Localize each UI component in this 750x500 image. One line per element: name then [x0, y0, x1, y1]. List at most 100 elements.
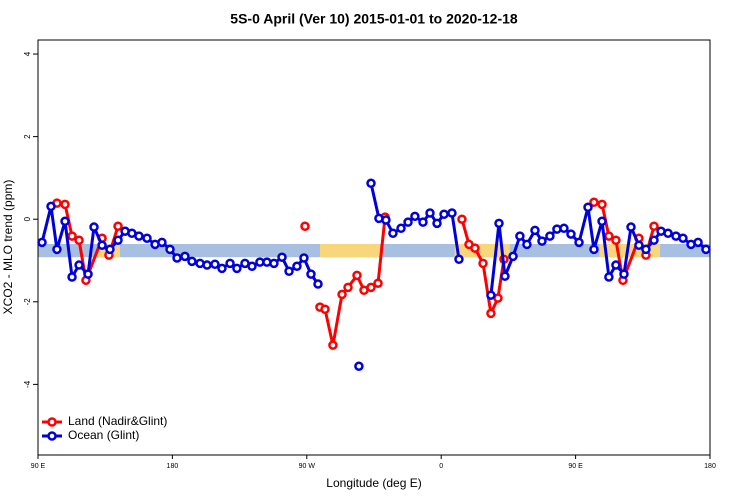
- point: [83, 269, 93, 279]
- point: [202, 260, 212, 270]
- point: [366, 282, 376, 293]
- point: [313, 279, 323, 289]
- point: [187, 256, 197, 267]
- point: [604, 231, 614, 241]
- point: [157, 237, 167, 248]
- point: [366, 178, 376, 189]
- point: [508, 251, 518, 262]
- point: [597, 199, 607, 210]
- point: [60, 199, 70, 210]
- point: [225, 258, 235, 269]
- point: [388, 228, 398, 239]
- legend-label: Ocean (Glint): [68, 428, 139, 442]
- point: [165, 244, 175, 255]
- chart-title: 5S-0 April (Ver 10) 2015-01-01 to 2020-1…: [230, 11, 518, 27]
- point: [494, 218, 504, 229]
- point: [574, 237, 584, 248]
- point: [60, 216, 70, 227]
- point: [418, 217, 428, 227]
- x-tick-label: 0: [439, 463, 443, 470]
- point: [37, 237, 47, 248]
- point: [373, 278, 383, 288]
- point: [597, 216, 607, 227]
- legend-marker: [47, 417, 57, 427]
- point: [470, 243, 480, 253]
- point: [284, 266, 294, 276]
- point: [641, 244, 651, 255]
- point: [530, 225, 540, 236]
- point: [232, 263, 242, 274]
- point: [320, 304, 330, 314]
- point: [97, 240, 107, 250]
- point: [454, 254, 464, 265]
- point: [292, 261, 302, 272]
- point: [486, 308, 496, 319]
- y-tick-label: 4: [23, 51, 32, 56]
- point: [67, 231, 77, 241]
- point: [67, 272, 77, 282]
- point: [478, 258, 488, 269]
- point: [701, 244, 711, 255]
- point: [515, 231, 525, 241]
- highlight: [319, 243, 380, 258]
- series-line: [56, 200, 656, 347]
- point: [537, 236, 547, 246]
- point: [649, 235, 659, 246]
- y-tick-label: -2: [23, 298, 32, 306]
- point: [611, 235, 621, 246]
- point: [396, 223, 406, 234]
- point: [522, 239, 532, 250]
- point: [589, 197, 599, 208]
- point: [74, 260, 84, 270]
- point: [299, 253, 309, 263]
- point: [269, 258, 279, 269]
- point: [693, 237, 703, 248]
- point: [217, 263, 227, 274]
- legend-label: Land (Nadir&Glint): [68, 414, 167, 428]
- x-tick-label: 90 E: [568, 463, 583, 470]
- point: [500, 271, 510, 281]
- point: [277, 252, 287, 262]
- x-tick-label: 90 E: [31, 463, 46, 470]
- point: [337, 289, 347, 300]
- x-tick-label: 180: [704, 463, 716, 470]
- legend-marker: [47, 431, 57, 441]
- point: [432, 218, 442, 229]
- point: [381, 215, 391, 225]
- point: [439, 209, 449, 220]
- point: [589, 244, 599, 255]
- point: [46, 201, 56, 212]
- point: [678, 233, 688, 243]
- x-tick-label: 180: [167, 463, 179, 470]
- point: [142, 233, 152, 243]
- point: [457, 214, 467, 224]
- point: [583, 202, 593, 212]
- point: [559, 223, 569, 234]
- point: [566, 229, 576, 239]
- point: [180, 251, 190, 262]
- y-tick-label: 0: [23, 216, 32, 221]
- y-axis-label: XCO2 - MLO trend (ppm): [1, 180, 15, 315]
- point: [328, 340, 338, 350]
- point: [113, 221, 123, 231]
- point: [105, 244, 115, 255]
- point: [172, 253, 182, 263]
- point: [113, 235, 123, 246]
- x-axis-label: Longitude (deg E): [326, 476, 421, 490]
- point: [545, 231, 555, 241]
- point: [425, 208, 435, 218]
- point: [89, 222, 99, 232]
- point: [306, 269, 316, 279]
- y-tick-label: 2: [23, 134, 32, 139]
- point: [604, 272, 614, 282]
- point: [343, 282, 353, 293]
- point: [74, 235, 84, 246]
- point: [354, 361, 364, 371]
- point: [663, 228, 673, 239]
- point: [619, 269, 629, 279]
- point: [611, 260, 621, 270]
- point: [134, 231, 144, 241]
- point: [210, 259, 220, 269]
- point: [352, 270, 362, 281]
